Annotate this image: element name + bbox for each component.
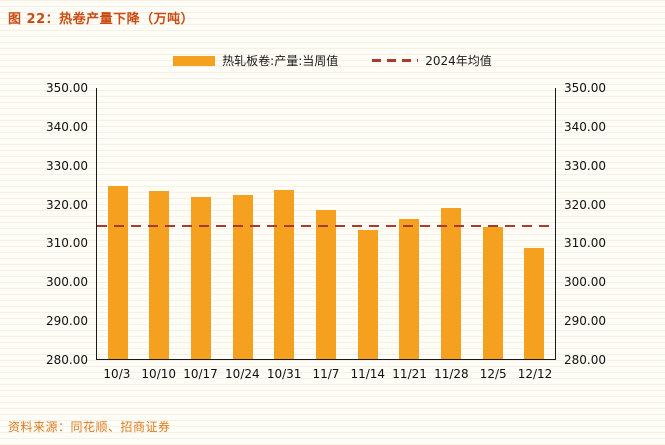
y-tick-label: 280.00 [46,353,88,367]
bar-10/3 [107,185,128,359]
bar-slot [388,88,430,359]
bar-12/12 [524,247,545,359]
average-dashed-line [97,225,555,228]
x-tick-label: 11/14 [350,367,386,381]
bar-slot [513,88,555,359]
y-tick-label: 340.00 [46,119,88,134]
plot-area [96,88,556,360]
x-tick-label: 10/10 [141,367,177,381]
bar-10/17 [191,196,212,359]
y-tick-label: 290.00 [46,314,88,329]
x-tick-label: 12/12 [517,367,553,381]
y-tick-label: 300.00 [564,275,606,290]
y-tick-label: 320.00 [46,197,88,212]
y-tick-label: 280.00 [564,353,606,367]
y-tick-label: 310.00 [46,236,88,251]
x-tick-label: 10/24 [225,367,260,381]
y-axis-right: 350.00 340.00 330.00 320.00 310.00 300.00 290.… [556,81,616,367]
bar-10/31 [274,189,295,359]
bars-group [97,88,555,359]
y-tick-label: 300.00 [46,275,88,290]
bar-slot [264,88,306,359]
x-tick-label: 10/17 [183,367,218,381]
bar-chart: 350.00 340.00 330.00 320.00 310.00 300.00 290.… [36,81,616,381]
x-axis-labels: 10/3 10/10 10/17 10/24 10/31 11/7 11/14 11/21 11… [96,367,556,381]
bar-11/28 [440,208,461,359]
x-tick-label: 10/3 [103,367,131,381]
legend-label-average-line: 2024年均值 [425,54,492,68]
bar-slot [305,88,347,359]
bar-slot [430,88,472,359]
y-tick-label: 350.00 [564,81,606,95]
data-source-note: 资料来源：同花顺、招商证券 [8,420,171,434]
bar-slot [139,88,181,359]
y-tick-label: 290.00 [564,314,606,329]
figure-title: 图 22：热卷产量下降（万吨） [8,12,195,27]
legend-label-bar-series: 热轧板卷:产量:当周值 [222,54,339,68]
bar-swatch-icon [173,55,216,66]
y-tick-label: 330.00 [564,158,606,173]
legend-item-bar-series: 热轧板卷:产量:当周值 [173,52,338,69]
x-tick-label: 11/28 [434,367,469,381]
x-tick-label: 10/31 [266,367,302,381]
bar-slot [472,88,514,359]
y-tick-label: 320.00 [564,197,606,212]
plot-wrapper: 10/3 10/10 10/17 10/24 10/31 11/7 11/14 11/21 11… [96,88,556,381]
y-tick-label: 330.00 [46,158,88,173]
x-tick-label: 11/7 [312,367,340,381]
chart-legend: 热轧板卷:产量:当周值 2024年均值 [0,52,665,69]
y-tick-label: 310.00 [564,236,606,251]
x-tick-label: 11/21 [392,367,427,381]
y-axis-left: 350.00 340.00 330.00 320.00 310.00 300.00 290.… [36,81,96,367]
bar-12/5 [482,226,503,359]
legend-item-average-line: 2024年均值 [372,52,492,69]
dashed-line-swatch-icon [372,59,419,62]
bar-10/24 [232,195,253,359]
x-tick-label: 12/5 [479,367,507,381]
bar-slot [347,88,389,359]
bar-slot [222,88,264,359]
bar-11/7 [316,210,337,359]
y-tick-label: 350.00 [46,81,88,95]
bar-10/10 [149,190,170,359]
bar-slot [97,88,139,359]
bar-slot [180,88,222,359]
bar-11/21 [399,219,420,359]
y-tick-label: 340.00 [564,119,606,134]
bar-11/14 [357,229,378,359]
